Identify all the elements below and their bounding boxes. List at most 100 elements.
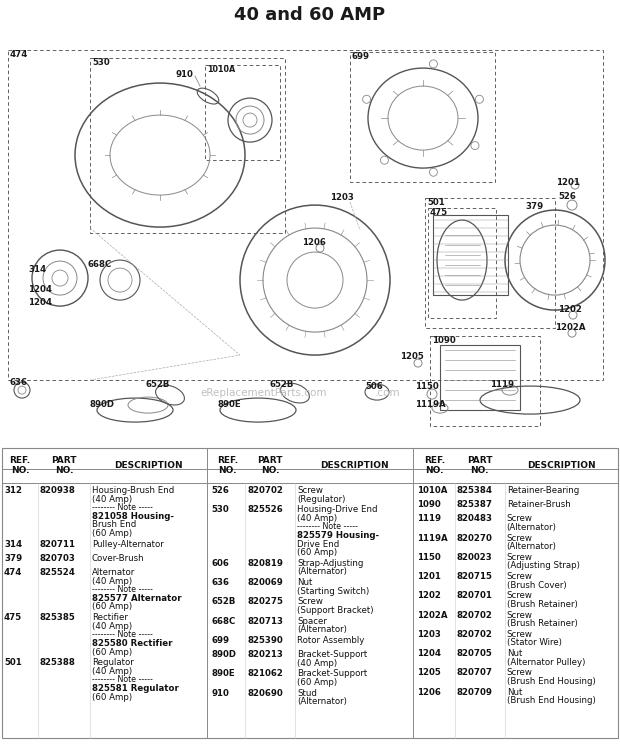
Text: 820270: 820270 [457, 533, 492, 542]
Text: 1202A: 1202A [417, 611, 447, 620]
Text: (40 Amp): (40 Amp) [92, 622, 132, 631]
Text: 379: 379 [525, 202, 543, 211]
Text: 652B: 652B [270, 380, 294, 389]
Text: 668C: 668C [88, 260, 112, 269]
Text: DESCRIPTION: DESCRIPTION [527, 461, 596, 470]
Text: (40 Amp): (40 Amp) [92, 577, 132, 586]
Bar [90, 58, 285, 233]
Text: 1202A: 1202A [555, 323, 585, 332]
Text: Nut: Nut [298, 578, 312, 587]
Text: (Brush End Housing): (Brush End Housing) [507, 696, 595, 705]
Bar [430, 336, 540, 426]
Text: 379: 379 [4, 554, 22, 562]
Bar [440, 345, 520, 410]
Text: 1119: 1119 [490, 380, 514, 389]
Text: -------- Note -----: -------- Note ----- [92, 676, 153, 684]
Text: 820713: 820713 [247, 617, 283, 626]
Text: Brush End: Brush End [92, 520, 136, 530]
Text: Rectifier: Rectifier [92, 613, 128, 622]
Text: 820715: 820715 [457, 572, 492, 581]
Text: 890E: 890E [211, 670, 235, 679]
Text: 1206: 1206 [302, 238, 326, 247]
Text: Regulator: Regulator [92, 658, 134, 667]
Text: 820069: 820069 [247, 578, 283, 587]
Bar [428, 208, 496, 318]
Text: 526: 526 [558, 192, 576, 201]
Text: (Adjusting Strap): (Adjusting Strap) [507, 562, 580, 571]
Text: 825580 Rectifier: 825580 Rectifier [92, 639, 172, 648]
Text: eReplacementParts.com: eReplacementParts.com [200, 388, 327, 398]
Text: Screw: Screw [507, 630, 533, 639]
Text: 820702: 820702 [247, 486, 283, 495]
Text: (Alternator): (Alternator) [298, 697, 347, 706]
Text: PART
NO.: PART NO. [51, 456, 77, 475]
Text: 475: 475 [4, 613, 22, 622]
Text: .com: .com [375, 388, 401, 398]
Text: (60 Amp): (60 Amp) [92, 603, 132, 612]
Text: (Alternator): (Alternator) [507, 523, 557, 532]
Text: 1205: 1205 [400, 352, 423, 361]
Text: 506: 506 [365, 382, 383, 391]
Text: 820703: 820703 [40, 554, 76, 562]
Text: 1010A: 1010A [207, 65, 235, 74]
Text: 474: 474 [10, 50, 29, 59]
Text: (Regulator): (Regulator) [298, 495, 346, 504]
Text: 820709: 820709 [457, 687, 492, 696]
Text: -------- Note -----: -------- Note ----- [92, 630, 153, 639]
Text: 1119A: 1119A [417, 533, 447, 542]
Text: 820690: 820690 [247, 689, 283, 698]
Text: (60 Amp): (60 Amp) [92, 647, 132, 656]
Text: Screw: Screw [507, 553, 533, 562]
Text: (Brush Cover): (Brush Cover) [507, 580, 566, 590]
Text: 820711: 820711 [40, 539, 76, 548]
Text: 1203: 1203 [330, 193, 354, 202]
Text: 890D: 890D [211, 650, 236, 659]
Text: Rotor Assembly: Rotor Assembly [298, 636, 365, 645]
Text: 1204: 1204 [417, 649, 441, 658]
Text: 825387: 825387 [457, 500, 493, 509]
Text: 475: 475 [430, 208, 448, 217]
Text: (60 Amp): (60 Amp) [92, 693, 132, 702]
Text: 890D: 890D [90, 400, 115, 409]
Text: PART
NO.: PART NO. [467, 456, 492, 475]
Text: 652B: 652B [145, 380, 169, 389]
Text: 40 and 60 AMP: 40 and 60 AMP [234, 6, 386, 24]
Text: Stud: Stud [298, 689, 317, 698]
Text: 910: 910 [175, 70, 193, 79]
Text: 820023: 820023 [457, 553, 492, 562]
Text: (Stator Wire): (Stator Wire) [507, 638, 562, 647]
Text: 636: 636 [10, 378, 28, 387]
Text: 821062: 821062 [247, 670, 283, 679]
Text: 825524: 825524 [40, 568, 76, 577]
Text: 1150: 1150 [417, 553, 440, 562]
Text: 825384: 825384 [457, 486, 493, 495]
Text: (Support Bracket): (Support Bracket) [298, 606, 374, 615]
Text: 312: 312 [4, 486, 22, 495]
Text: (Brush Retainer): (Brush Retainer) [507, 619, 577, 628]
Text: 1202: 1202 [417, 591, 441, 600]
Text: (Brush Retainer): (Brush Retainer) [507, 600, 577, 609]
Text: 910: 910 [211, 689, 229, 698]
Text: 825390: 825390 [247, 636, 283, 645]
Text: Housing-Drive End: Housing-Drive End [298, 505, 378, 514]
Text: 501: 501 [4, 658, 22, 667]
Text: 820707: 820707 [457, 668, 493, 677]
Text: Screw: Screw [507, 668, 533, 677]
Text: 1203: 1203 [417, 630, 441, 639]
Text: 1090: 1090 [432, 336, 456, 345]
Text: Retainer-Bearing: Retainer-Bearing [507, 486, 579, 495]
Text: 820702: 820702 [457, 630, 492, 639]
Text: 668C: 668C [211, 617, 236, 626]
Text: (40 Amp): (40 Amp) [298, 658, 337, 667]
Text: -------- Note -----: -------- Note ----- [92, 503, 153, 512]
Text: Strap-Adjusting: Strap-Adjusting [298, 559, 364, 568]
Text: 530: 530 [92, 58, 110, 67]
Text: Cover-Brush: Cover-Brush [92, 554, 144, 562]
Text: 1119A: 1119A [415, 400, 446, 409]
Text: Screw: Screw [507, 533, 533, 542]
Text: (60 Amp): (60 Amp) [298, 548, 337, 557]
Text: Screw: Screw [298, 486, 323, 495]
Bar [205, 65, 280, 160]
Text: 820938: 820938 [40, 486, 76, 495]
Text: Screw: Screw [507, 514, 533, 523]
